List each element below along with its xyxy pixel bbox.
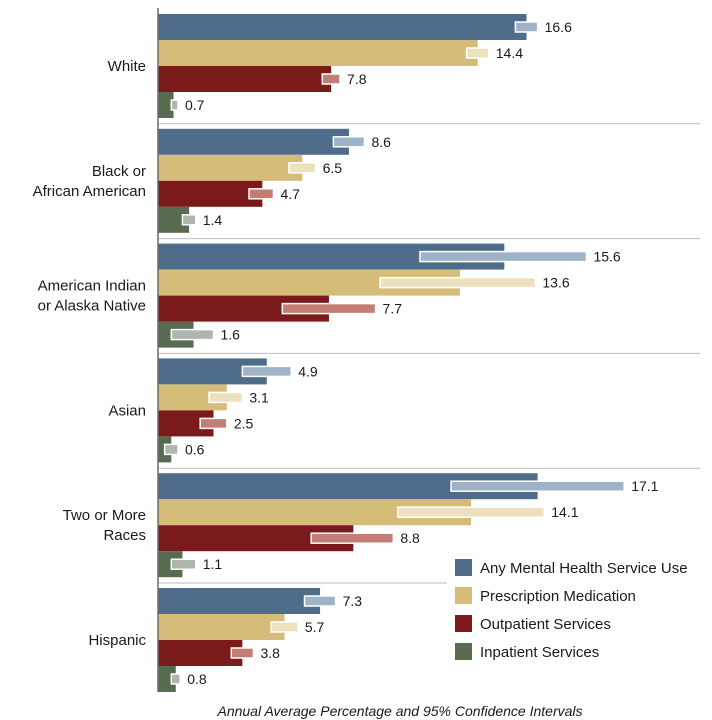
bar <box>158 180 263 207</box>
category-label: American Indian <box>38 278 146 295</box>
data-label: 0.7 <box>185 97 205 113</box>
confidence-interval <box>170 328 215 341</box>
category-label: African American <box>33 183 146 200</box>
legend-swatch <box>455 587 472 604</box>
confidence-interval <box>332 136 366 148</box>
bar <box>158 92 174 118</box>
legend-swatch <box>455 643 472 660</box>
confidence-interval <box>303 595 337 607</box>
bar <box>158 666 176 692</box>
bar <box>158 40 478 66</box>
legend-label: Outpatient Services <box>480 616 611 633</box>
data-label: 3.8 <box>260 645 280 661</box>
category-label: Asian <box>108 402 146 419</box>
data-label: 14.1 <box>551 504 578 520</box>
legend-background <box>447 554 709 674</box>
confidence-interval <box>181 214 197 226</box>
bar <box>158 588 321 614</box>
data-label: 4.9 <box>298 363 318 379</box>
legend-swatch <box>455 559 472 576</box>
data-label: 14.4 <box>496 45 523 61</box>
confidence-interval <box>208 391 244 404</box>
bar <box>158 66 332 92</box>
data-label: 7.3 <box>343 593 363 609</box>
data-label: 3.1 <box>249 389 269 405</box>
data-label: 5.7 <box>305 619 325 635</box>
category-label: Races <box>103 527 146 544</box>
data-label: 1.1 <box>203 556 223 572</box>
confidence-interval <box>379 276 537 289</box>
bar <box>158 640 243 666</box>
data-label: 8.6 <box>371 134 391 150</box>
data-label: 2.5 <box>234 415 254 431</box>
data-label: 0.8 <box>187 671 207 687</box>
data-label: 4.7 <box>280 186 300 202</box>
confidence-interval <box>241 365 292 378</box>
data-label: 1.4 <box>203 212 223 228</box>
confidence-interval <box>281 302 377 315</box>
data-label: 1.6 <box>221 327 241 343</box>
category-label: or Alaska Native <box>38 298 146 315</box>
confidence-interval <box>163 443 179 456</box>
legend-label: Any Mental Health Service Use <box>480 560 688 577</box>
bar <box>158 128 349 155</box>
confidence-interval <box>270 621 299 633</box>
legend-swatch <box>455 615 472 632</box>
data-label: 16.6 <box>545 19 572 35</box>
confidence-interval <box>321 73 341 85</box>
category-label: Black or <box>92 163 146 180</box>
data-label: 0.6 <box>185 441 205 457</box>
data-label: 6.5 <box>323 160 343 176</box>
confidence-interval <box>514 21 539 33</box>
confidence-interval <box>199 417 228 430</box>
bar <box>158 154 303 181</box>
bars-layer <box>158 14 700 692</box>
confidence-interval <box>397 506 546 518</box>
legend-label: Prescription Medication <box>480 588 636 605</box>
confidence-interval <box>170 558 197 570</box>
confidence-interval <box>288 162 317 174</box>
legend-label: Inpatient Services <box>480 644 599 661</box>
confidence-interval <box>310 532 395 544</box>
category-label: White <box>108 58 146 75</box>
data-label: 13.6 <box>542 275 569 291</box>
category-label: Hispanic <box>88 632 146 649</box>
data-label: 8.8 <box>400 530 420 546</box>
x-axis-label: Annual Average Percentage and 95% Confid… <box>216 703 582 719</box>
confidence-interval <box>465 47 490 59</box>
confidence-interval <box>419 250 588 263</box>
confidence-interval <box>248 188 275 200</box>
labels-layer: White 16.6 14.4 7.8 0.7 Black or African Ameri… <box>33 19 659 687</box>
confidence-interval <box>450 480 625 492</box>
legend: Any Mental Health Service Use Prescriptio… <box>447 554 709 674</box>
category-label: Two or More <box>63 507 146 524</box>
bar <box>158 614 285 640</box>
data-label: 15.6 <box>593 249 620 265</box>
data-label: 7.7 <box>383 301 403 317</box>
confidence-interval <box>170 673 181 685</box>
confidence-interval <box>230 647 255 659</box>
bar <box>158 14 527 40</box>
data-label: 17.1 <box>631 478 658 494</box>
data-label: 7.8 <box>347 71 367 87</box>
confidence-interval <box>170 99 179 111</box>
